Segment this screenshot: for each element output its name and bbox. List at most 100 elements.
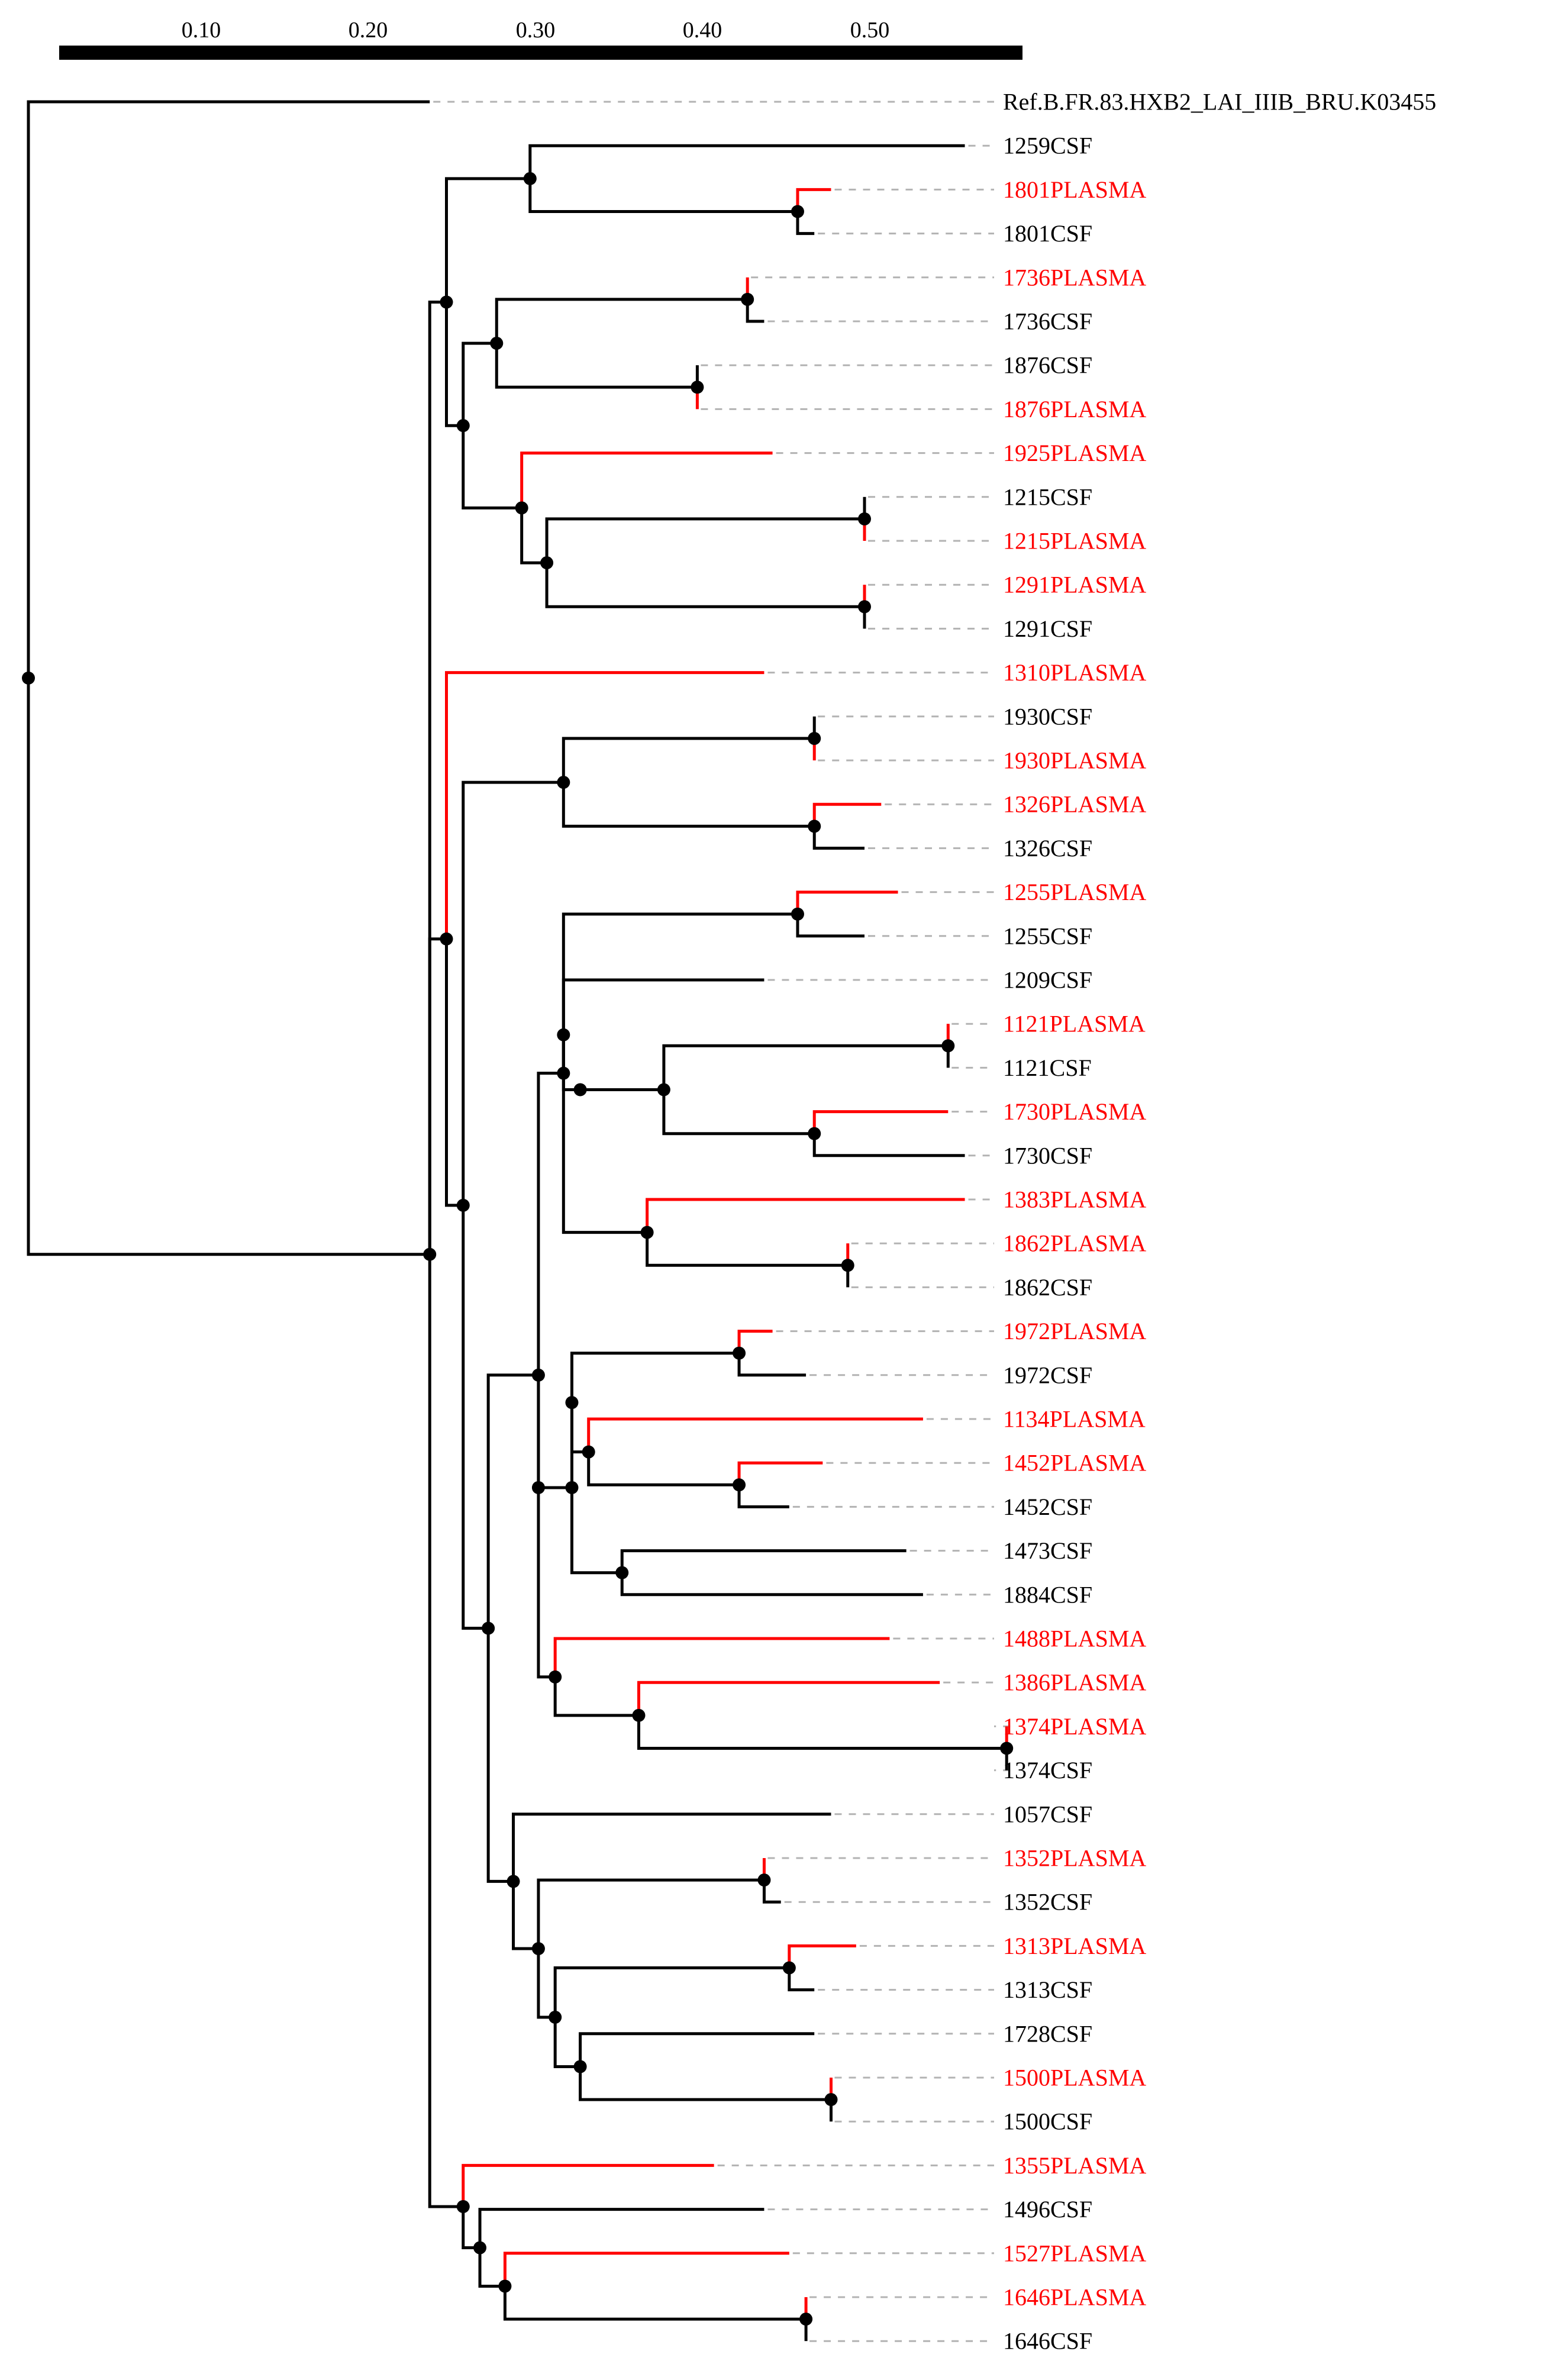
tip-branch	[512, 1813, 831, 1882]
internal-branch	[537, 1072, 564, 1375]
tip-label: 1730PLASMA	[1003, 1098, 1146, 1125]
internal-node	[456, 1198, 470, 1212]
tip-label: 1488PLASMA	[1003, 1626, 1146, 1652]
internal-branch	[637, 1715, 1007, 1750]
tip-branch	[812, 802, 882, 827]
tip-branch	[646, 1198, 965, 1233]
internal-branch	[512, 1881, 538, 1950]
tip-branch	[737, 1330, 773, 1353]
scale-bar-rule	[59, 46, 1022, 60]
internal-node	[741, 292, 754, 306]
scale-tick-label: 0.50	[850, 18, 890, 43]
tip-label: 1310PLASMA	[1003, 659, 1146, 686]
root-node	[22, 671, 35, 685]
internal-node	[582, 1445, 595, 1459]
internal-branch	[428, 937, 447, 1255]
internal-branch	[646, 1232, 848, 1267]
internal-node	[573, 1083, 587, 1097]
scale-tick-label: 0.40	[683, 18, 722, 43]
internal-node	[1000, 1742, 1014, 1755]
internal-node	[473, 2241, 487, 2255]
internal-node	[565, 1481, 579, 1494]
tip-label: 1291PLASMA	[1003, 572, 1146, 598]
tip-label: 1313CSF	[1003, 1976, 1092, 2003]
tip-label: 1876PLASMA	[1003, 396, 1146, 423]
internal-branch	[587, 1452, 740, 1486]
tip-label: 1728CSF	[1003, 2020, 1092, 2047]
tip-branch	[553, 1637, 890, 1677]
internal-node	[515, 501, 528, 515]
internal-branch	[445, 939, 463, 1207]
tip-label: 1215CSF	[1003, 483, 1092, 510]
tip-label: 1801PLASMA	[1003, 176, 1146, 203]
internal-node	[440, 295, 453, 309]
tip-branch	[503, 2252, 789, 2287]
internal-branch	[428, 1254, 463, 2208]
internal-node	[423, 1247, 437, 1261]
internal-branch	[445, 302, 463, 427]
internal-node	[549, 1670, 562, 1684]
internal-branch	[579, 2066, 831, 2101]
internal-branch	[503, 2286, 807, 2321]
tip-label: 1930PLASMA	[1003, 747, 1146, 774]
internal-node	[941, 1039, 955, 1053]
tip-branch	[796, 891, 898, 914]
tip-label: 1496CSF	[1003, 2196, 1092, 2223]
internal-node	[565, 1396, 579, 1410]
tip-label: 1876CSF	[1003, 352, 1092, 379]
tip-label: 1057CSF	[1003, 1801, 1092, 1827]
internal-branch	[462, 781, 564, 1205]
internal-branch	[562, 1073, 647, 1234]
tip-branch	[478, 2208, 765, 2248]
internal-node	[549, 2010, 562, 2024]
tip-label: 1884CSF	[1003, 1581, 1092, 1608]
internal-branch	[545, 517, 865, 563]
internal-branch	[428, 301, 447, 1255]
internal-branch	[553, 2017, 580, 2068]
tip-label: 1374PLASMA	[1003, 1713, 1146, 1740]
tip-branch	[587, 1417, 923, 1452]
internal-node	[799, 2313, 813, 2326]
internal-branch	[462, 1205, 489, 1630]
tip-branch	[445, 671, 765, 939]
internal-node	[540, 556, 554, 570]
tip-label: 1386PLASMA	[1003, 1669, 1146, 1696]
tip-label: 1500CSF	[1003, 2108, 1092, 2135]
internal-branch	[662, 1089, 815, 1136]
tip-branch	[27, 100, 430, 678]
internal-node	[791, 907, 804, 921]
tip-label: Ref.B.FR.83.HXB2_LAI_IIIB_BRU.K03455	[1003, 89, 1436, 115]
internal-node	[456, 419, 470, 433]
tip-label: 1500PLASMA	[1003, 2065, 1146, 2091]
internal-node	[557, 1066, 570, 1080]
internal-node	[657, 1083, 670, 1097]
tip-label: 1730CSF	[1003, 1142, 1092, 1169]
internal-branch	[545, 563, 865, 608]
internal-node	[456, 2200, 470, 2213]
tip-branch	[796, 211, 815, 236]
tip-label: 1972CSF	[1003, 1362, 1092, 1388]
tip-branch	[746, 299, 765, 323]
tip-branch	[737, 1353, 807, 1377]
tip-branch	[796, 914, 865, 938]
tip-branch	[579, 2032, 815, 2067]
internal-node	[557, 776, 570, 789]
internal-branch	[562, 1034, 580, 1091]
tip-branch	[737, 1485, 789, 1508]
tip-branch	[812, 1110, 949, 1134]
internal-branch	[570, 1487, 622, 1575]
scale-tick-label: 0.30	[516, 18, 556, 43]
internal-node	[498, 2279, 512, 2293]
tip-branch	[620, 1572, 923, 1597]
internal-node	[782, 1961, 796, 1975]
tip-label: 1930CSF	[1003, 703, 1092, 730]
tip-label: 1255PLASMA	[1003, 879, 1146, 905]
tip-label: 1801CSF	[1003, 220, 1092, 247]
internal-node	[841, 1259, 854, 1272]
internal-branch	[537, 1375, 556, 1679]
internal-branch	[562, 912, 798, 1073]
tip-label: 1326CSF	[1003, 835, 1092, 862]
tip-label: 1862CSF	[1003, 1274, 1092, 1301]
internal-node	[791, 205, 804, 218]
tip-branch	[528, 144, 965, 179]
